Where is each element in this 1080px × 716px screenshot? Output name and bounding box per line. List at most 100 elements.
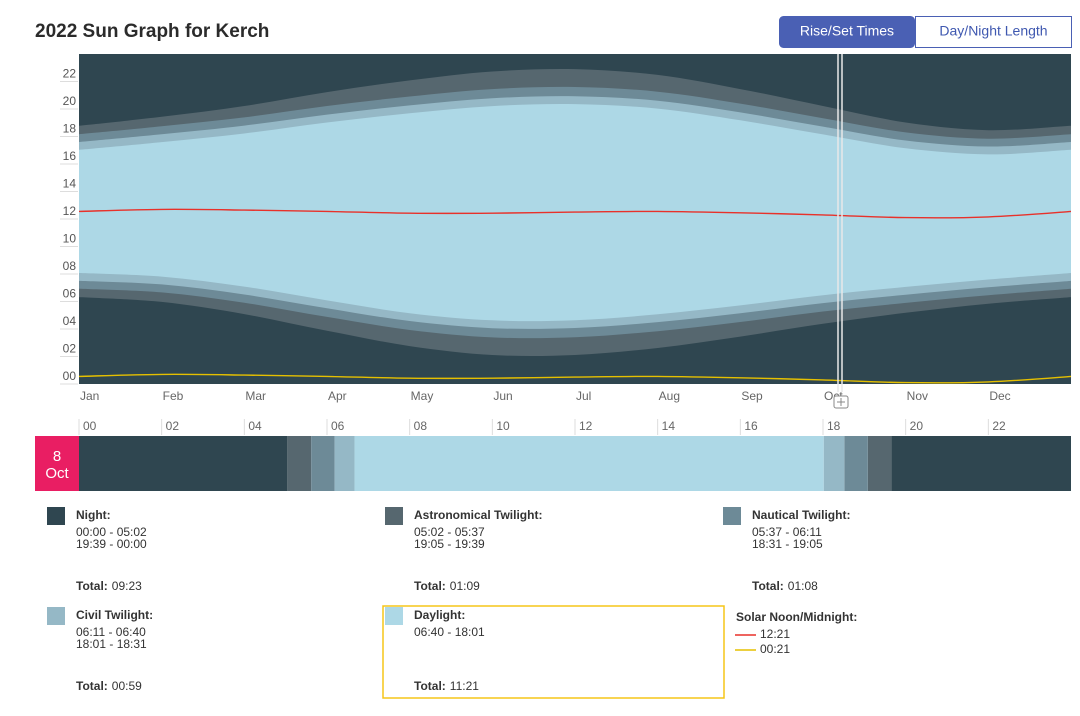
x-tick-label: Dec	[989, 389, 1010, 403]
x-tick-label: Feb	[163, 389, 184, 403]
legend-total: Total: 01:08	[752, 579, 818, 593]
x-tick-label: Jul	[576, 389, 591, 403]
selected-highlight	[382, 605, 725, 699]
day-segment	[867, 436, 892, 491]
x-tick-label: Sep	[741, 389, 763, 403]
total-label: Total:	[76, 679, 108, 693]
legend-title: Nautical Twilight:	[752, 508, 850, 522]
total-value: 01:09	[450, 579, 480, 593]
day-segment	[287, 436, 312, 491]
legend-range: 19:39 - 00:00	[76, 537, 147, 551]
toggle-button[interactable]: Day/Night Length	[915, 16, 1072, 48]
solar-line	[78, 208, 1072, 219]
y-tick-label: 02	[63, 342, 77, 356]
x-tick-label: Aug	[659, 389, 680, 403]
y-tick-label: 08	[63, 259, 77, 273]
legend-title: Daylight:	[414, 608, 465, 622]
y-tick-label: 18	[63, 122, 77, 136]
day-segment	[891, 436, 1071, 491]
total-value: 09:23	[112, 579, 142, 593]
y-tick-label: 06	[63, 287, 77, 301]
hour-tick-label: 16	[744, 419, 758, 433]
button-label[interactable]: Rise/Set Times	[800, 23, 894, 39]
legend-range: 00:00 - 05:02	[76, 525, 147, 539]
x-tick-label: Mar	[245, 389, 266, 403]
x-tick-label: Jun	[493, 389, 512, 403]
total-value: 00:59	[112, 679, 142, 693]
date-month: Oct	[45, 465, 69, 482]
legend-range: 19:05 - 19:39	[414, 537, 485, 551]
button-label[interactable]: Day/Night Length	[939, 23, 1047, 39]
y-tick-label: 16	[63, 149, 77, 163]
hour-tick-label: 06	[331, 419, 345, 433]
total-value: 01:08	[788, 579, 818, 593]
day-segment	[311, 436, 335, 491]
legend-title: Night:	[76, 508, 111, 522]
y-tick-label: 22	[63, 67, 77, 81]
solar-title: Solar Noon/Midnight:	[736, 610, 857, 624]
legend-range: 06:11 - 06:40	[76, 625, 146, 639]
hour-tick-label: 02	[166, 419, 180, 433]
legend-total: Total: 09:23	[76, 579, 142, 593]
view-toggle: Rise/Set Times Day/Night Length	[779, 16, 1072, 48]
toggle-button[interactable]: Rise/Set Times	[779, 16, 915, 48]
day-segment	[334, 436, 355, 491]
legend-swatch	[385, 607, 403, 625]
hour-tick-label: 18	[827, 419, 841, 433]
date-day: 8	[53, 448, 61, 465]
solar-time: 00:21	[760, 642, 790, 656]
legend-swatch	[723, 507, 741, 525]
day-segment	[354, 436, 824, 491]
legend-swatch	[385, 507, 403, 525]
day-segment	[844, 436, 868, 491]
y-tick-label: 04	[63, 314, 77, 328]
hour-tick-label: 14	[662, 419, 676, 433]
total-label: Total:	[414, 679, 446, 693]
legend-title: Civil Twilight:	[76, 608, 153, 622]
day-segment	[79, 436, 288, 491]
total-label: Total:	[414, 579, 446, 593]
total-label: Total:	[76, 579, 108, 593]
legend-total: Total: 11:21	[414, 679, 479, 693]
legend-total: Total: 00:59	[76, 679, 142, 693]
x-tick-label: Nov	[907, 389, 928, 403]
legend-range: 18:31 - 19:05	[752, 537, 823, 551]
y-tick-label: 10	[63, 232, 77, 246]
legend-range: 05:37 - 06:11	[752, 525, 822, 539]
hour-tick-label: 20	[910, 419, 924, 433]
legend-swatch	[47, 607, 65, 625]
solar-line	[78, 373, 1072, 384]
x-tick-label: Jan	[80, 389, 99, 403]
button-bg[interactable]	[779, 16, 915, 48]
legend-range: 18:01 - 18:31	[76, 637, 147, 651]
y-tick-label: 20	[63, 94, 77, 108]
legend-range: 05:02 - 05:37	[414, 525, 485, 539]
legend-swatch	[47, 507, 65, 525]
page-title: 2022 Sun Graph for Kerch	[35, 21, 269, 42]
solar-time: 12:21	[760, 627, 790, 641]
x-tick-label: May	[411, 389, 434, 403]
hour-tick-label: 22	[992, 419, 1006, 433]
y-tick-label: 14	[63, 177, 77, 191]
hour-tick-label: 00	[83, 419, 97, 433]
hour-tick-label: 10	[496, 419, 510, 433]
total-label: Total:	[752, 579, 784, 593]
hour-tick-label: 04	[248, 419, 262, 433]
hour-tick-label: 12	[579, 419, 593, 433]
y-tick-label: 12	[63, 204, 77, 218]
day-segment	[823, 436, 845, 491]
x-tick-label: Apr	[328, 389, 347, 403]
legend-title: Astronomical Twilight:	[414, 508, 542, 522]
total-value: 11:21	[450, 679, 479, 693]
date-box	[35, 436, 79, 491]
hour-tick-label: 08	[414, 419, 428, 433]
y-tick-label: 00	[63, 369, 77, 383]
legend-total: Total: 01:09	[414, 579, 480, 593]
button-bg[interactable]	[915, 16, 1072, 48]
sun-chart: 00 02 04 06 08 10 12 14 16 18 20 22 Jan Feb Mar Apr May J…	[60, 54, 1072, 409]
legend-range: 06:40 - 18:01	[414, 625, 485, 639]
